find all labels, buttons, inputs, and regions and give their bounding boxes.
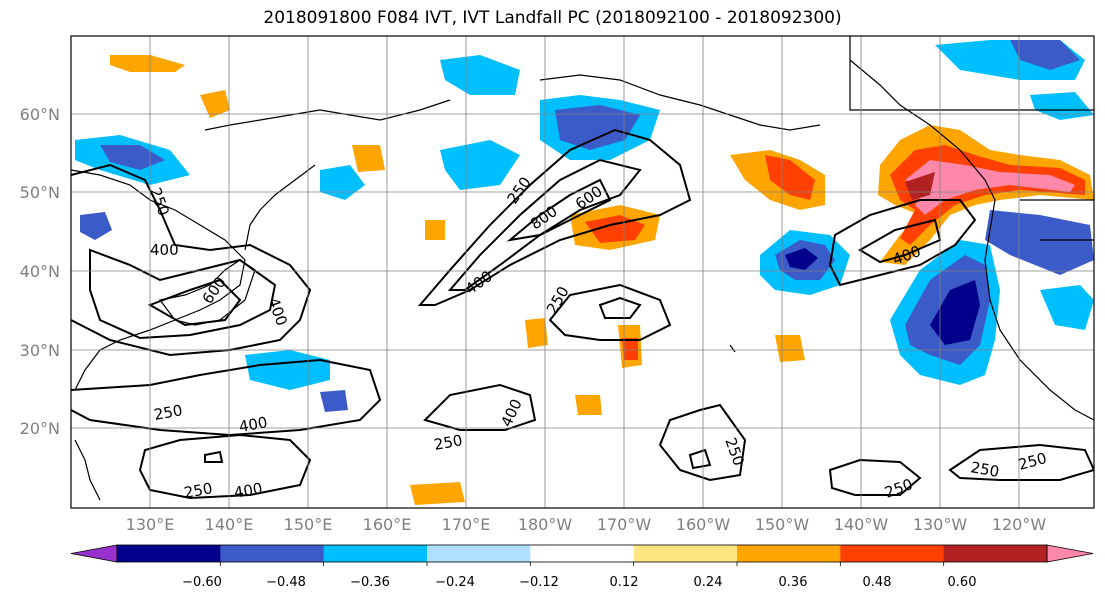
colorbar-extend-min <box>70 544 118 563</box>
lon-label: 150°W <box>755 515 810 534</box>
contour-label: 400 <box>264 295 291 328</box>
colorbar-segment <box>943 545 1048 562</box>
contour-label: 250 <box>1016 449 1048 474</box>
colorbar-frame <box>116 544 1048 563</box>
map-title: 2018091800 F084 IVT, IVT Landfall PC (20… <box>263 8 842 28</box>
contour-label: 250 <box>969 458 1000 481</box>
lat-label-50n: 50°N <box>20 183 60 202</box>
contour-label: 400 <box>150 241 179 259</box>
colorbar-tick-label: 0.24 <box>694 575 723 590</box>
colorbar-tick-label: 0.36 <box>779 575 808 590</box>
colorbar-tick-label: 0.60 <box>948 575 977 590</box>
colorbar-segment <box>117 545 221 562</box>
contour-label: 400 <box>233 479 264 502</box>
colorbar-segment <box>633 545 738 562</box>
lon-label: 170°W <box>597 515 652 534</box>
coastlines <box>71 36 1094 501</box>
contour-label: 250 <box>543 283 573 317</box>
colorbar-tick-label: −0.24 <box>435 575 475 590</box>
lon-label: 180°W <box>518 515 573 534</box>
colorbar-ticks: −0.60 −0.48 −0.36 −0.24 −0.12 0.12 0.24 … <box>182 575 976 590</box>
contour-label: 600 <box>572 182 606 213</box>
contour-label: 250 <box>882 475 915 502</box>
colorbar-segment <box>840 545 945 562</box>
map-panel: 250 400 600 250 800 600 400 250 400 250 … <box>70 35 1095 509</box>
contour-label: 250 <box>504 174 535 208</box>
lat-labels: 60°N 50°N 40°N 30°N 20°N <box>20 105 60 438</box>
lon-labels: 130°E 140°E 150°E 160°E 170°E 180°W 170°… <box>126 515 1047 534</box>
lat-label-60n: 60°N <box>20 105 60 124</box>
lat-label-20n: 20°N <box>20 419 60 438</box>
colorbar-tick-label: −0.60 <box>182 575 222 590</box>
colorbar-tick-label: −0.48 <box>266 575 306 590</box>
colorbar-tick-label: 0.48 <box>863 575 892 590</box>
lat-label-30n: 30°N <box>20 341 60 360</box>
colorbar-extend-max <box>1046 544 1094 563</box>
lon-label: 150°E <box>284 515 333 534</box>
contour-label: 400 <box>238 413 269 436</box>
colorbar-tick-label: −0.36 <box>350 575 390 590</box>
pc-shading <box>75 40 1094 505</box>
contour-label: 250 <box>153 401 184 424</box>
lon-label: 120°W <box>992 515 1047 534</box>
lon-label: 160°E <box>363 515 412 534</box>
colorbar-segment <box>427 545 531 562</box>
lon-label: 140°E <box>205 515 254 534</box>
colorbar-tick-label: 0.12 <box>610 575 639 590</box>
lon-label: 130°W <box>913 515 968 534</box>
contour-label: 250 <box>433 431 464 454</box>
contour-label: 250 <box>183 479 214 502</box>
colorbar-segment <box>323 545 428 562</box>
lon-label: 170°E <box>442 515 491 534</box>
lon-label: 160°W <box>676 515 731 534</box>
colorbar: −0.60 −0.48 −0.36 −0.24 −0.12 0.12 0.24 … <box>70 544 1094 590</box>
lon-label: 140°W <box>834 515 889 534</box>
colorbar-tick-label: −0.12 <box>519 575 559 590</box>
colorbar-segment <box>220 545 325 562</box>
colorbar-segment <box>737 545 841 562</box>
contour-label: 600 <box>199 274 230 308</box>
lon-label: 130°E <box>126 515 175 534</box>
map-frame <box>70 35 1095 509</box>
lat-label-40n: 40°N <box>20 262 60 281</box>
contour-label: 800 <box>527 202 561 233</box>
colorbar-segments <box>70 544 1094 566</box>
colorbar-segment <box>530 545 635 562</box>
graticule <box>71 36 1094 508</box>
